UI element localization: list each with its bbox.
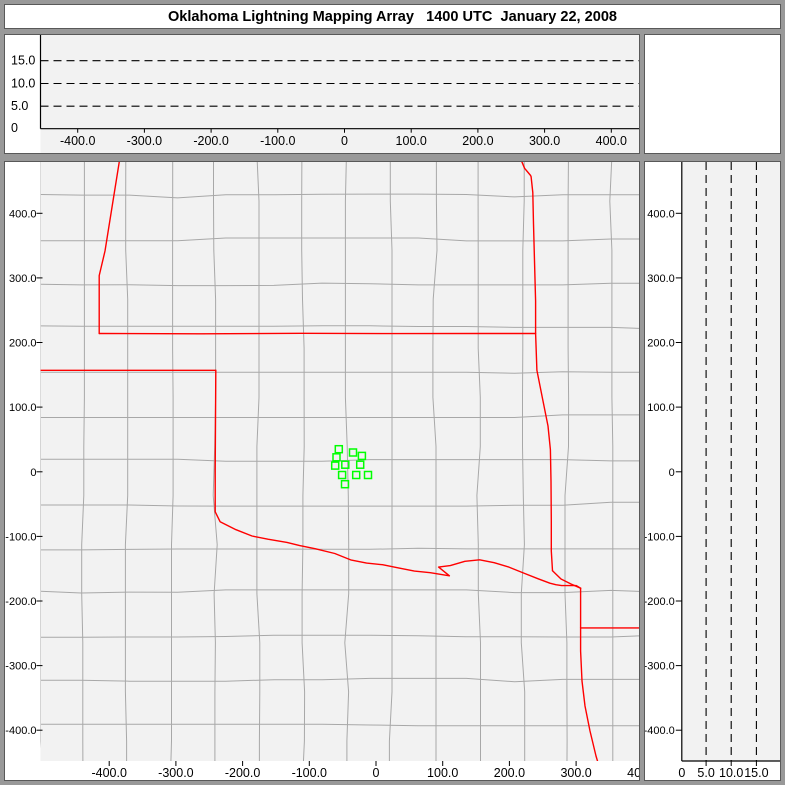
svg-text:400.0: 400.0: [9, 208, 37, 220]
svg-text:0: 0: [373, 766, 380, 780]
svg-text:0: 0: [669, 467, 675, 479]
svg-text:-100.0: -100.0: [292, 766, 327, 780]
svg-text:100.0: 100.0: [9, 402, 37, 414]
svg-text:0: 0: [341, 134, 348, 148]
svg-text:200.0: 200.0: [462, 134, 493, 148]
svg-text:-200.0: -200.0: [193, 134, 228, 148]
svg-text:10.0: 10.0: [719, 766, 743, 780]
svg-text:-300.0: -300.0: [127, 134, 162, 148]
svg-text:300.0: 300.0: [529, 134, 560, 148]
svg-text:-200.0: -200.0: [5, 596, 36, 608]
svg-text:10.0: 10.0: [11, 77, 35, 91]
svg-text:0: 0: [678, 766, 685, 780]
svg-text:200.0: 200.0: [494, 766, 525, 780]
svg-text:-400.0: -400.0: [60, 134, 95, 148]
svg-text:0: 0: [30, 467, 36, 479]
svg-text:-300.0: -300.0: [5, 661, 36, 673]
svg-text:100.0: 100.0: [427, 766, 458, 780]
svg-text:-100.0: -100.0: [260, 134, 295, 148]
svg-text:100.0: 100.0: [396, 134, 427, 148]
svg-text:-400.0: -400.0: [91, 766, 126, 780]
svg-text:-200.0: -200.0: [225, 766, 260, 780]
svg-text:-100.0: -100.0: [645, 531, 675, 543]
svg-text:0: 0: [11, 121, 18, 135]
svg-text:-400.0: -400.0: [645, 725, 675, 737]
svg-text:-400.0: -400.0: [5, 725, 36, 737]
svg-text:5.0: 5.0: [697, 766, 714, 780]
svg-text:400.0: 400.0: [596, 134, 627, 148]
svg-text:400.0: 400.0: [647, 208, 675, 220]
svg-text:200.0: 200.0: [9, 338, 37, 350]
svg-text:300.0: 300.0: [560, 766, 591, 780]
svg-text:-300.0: -300.0: [645, 661, 675, 673]
svg-text:15.0: 15.0: [744, 766, 768, 780]
svg-text:-100.0: -100.0: [5, 531, 36, 543]
svg-text:15.0: 15.0: [11, 54, 35, 68]
svg-text:100.0: 100.0: [647, 402, 675, 414]
svg-text:200.0: 200.0: [647, 338, 675, 350]
svg-text:5.0: 5.0: [11, 99, 28, 113]
svg-text:300.0: 300.0: [9, 273, 37, 285]
svg-text:-200.0: -200.0: [645, 596, 675, 608]
svg-text:300.0: 300.0: [647, 273, 675, 285]
svg-text:-300.0: -300.0: [158, 766, 193, 780]
svg-text:400.0: 400.0: [627, 766, 640, 780]
